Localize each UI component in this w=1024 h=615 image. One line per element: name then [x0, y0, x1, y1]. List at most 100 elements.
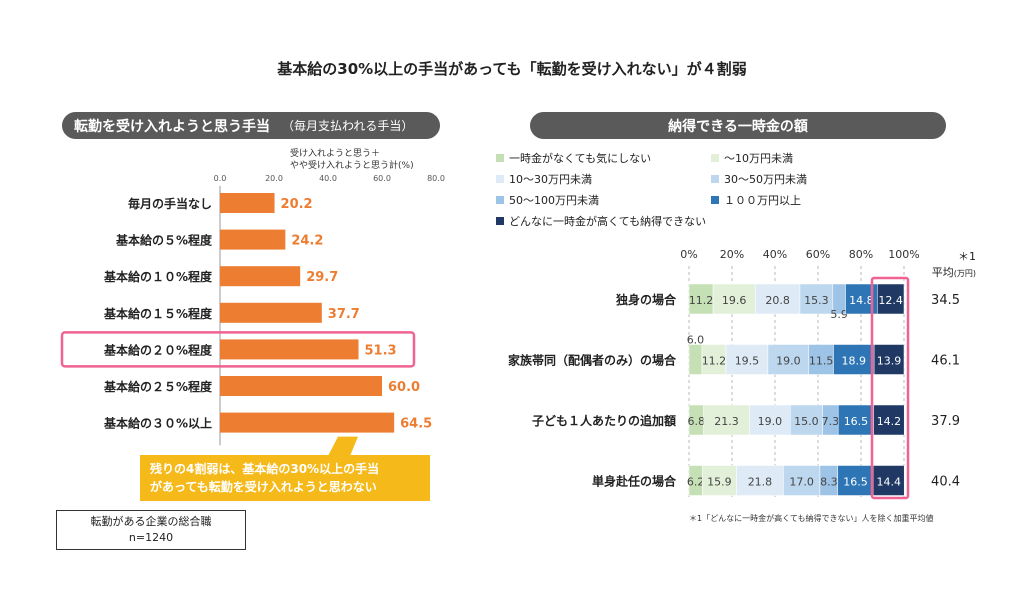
stacked-segment	[837, 404, 874, 436]
x-tick-label: 40%	[763, 248, 787, 261]
category-label: 基本給の２０%程度	[103, 342, 213, 357]
legend-item: 50～100万円未満	[496, 192, 599, 208]
bar-value-label: 29.7	[306, 270, 338, 285]
right-chart-header: 納得できる一時金の額	[530, 112, 946, 139]
average-unit: (万円)	[953, 269, 976, 278]
stacked-segment	[873, 344, 905, 375]
bar	[220, 229, 286, 250]
bar	[220, 302, 322, 323]
bar-value-label: 60.0	[388, 380, 420, 395]
segment-value-label: 11.2	[702, 355, 727, 368]
segment-value-label: 15.0	[794, 415, 819, 428]
stacked-segment	[833, 344, 875, 375]
bar	[220, 412, 395, 433]
segment-value-label: 12.4	[878, 294, 903, 307]
category-label: 基本給の２５%程度	[103, 379, 213, 394]
x-axis-label-line-1: 受け入れようと思う＋	[290, 147, 380, 159]
x-tick-label: 0%	[680, 248, 697, 261]
segment-value-label: 18.9	[842, 355, 867, 368]
segment-value-label: 21.3	[714, 415, 739, 428]
x-tick-label: 20%	[720, 248, 744, 261]
average-value: 46.1	[931, 354, 960, 369]
category-label: 子ども１人あたりの追加額	[532, 413, 676, 428]
callout-note: 残りの4割弱は、基本給の30%以上の手当 があっても転勤を受け入れようと思わない	[140, 455, 430, 501]
legend-label: 30～50万円未満	[724, 173, 807, 186]
bar-value-label: 24.2	[291, 234, 323, 249]
x-tick-label: 80%	[849, 248, 873, 261]
callout-pointer	[328, 436, 358, 456]
legend-label: ～10万円未満	[724, 152, 793, 165]
segment-value-label: 15.3	[804, 294, 829, 307]
x-axis-label-line-2: やや受け入れようと思う計(%)	[290, 159, 414, 171]
stacked-segment	[754, 283, 801, 315]
callout-line-2: があっても転勤を受け入れようと思わない	[150, 480, 377, 494]
stacked-segment	[873, 465, 905, 496]
segment-value-label: 15.9	[707, 476, 732, 489]
segment-value-label: 6.0	[687, 334, 705, 347]
category-label: 基本給の１５%程度	[103, 306, 213, 321]
sample-desc: 転勤がある企業の総合職	[90, 515, 212, 528]
average-value: 40.4	[931, 475, 960, 490]
segment-value-label: 19.0	[776, 355, 801, 368]
bar	[220, 266, 301, 287]
left-chart-title: 転勤を受け入れようと思う手当	[74, 118, 270, 135]
x-tick-label: 60.0	[373, 174, 391, 183]
legend-swatch	[496, 154, 504, 162]
x-tick-label: 60%	[806, 248, 830, 261]
x-tick-label: 80.0	[427, 174, 445, 183]
legend-swatch	[711, 154, 719, 162]
stacked-segment	[701, 344, 727, 375]
segment-value-label: 16.5	[844, 415, 869, 428]
bar	[220, 193, 275, 213]
legend-item: ～10万円未満	[711, 150, 793, 166]
bar-value-label: 51.3	[365, 343, 397, 358]
bar-value-label: 37.7	[328, 307, 360, 322]
footnote: ＊1「どんなに一時金が高くても納得できない」人を除く加重平均値	[689, 514, 934, 523]
x-tick-label: 100%	[888, 248, 919, 261]
sample-n: n=1240	[128, 531, 174, 544]
segment-value-label: 11.5	[809, 355, 834, 368]
stacked-segment	[790, 404, 823, 436]
segment-value-label: 14.2	[877, 415, 902, 428]
category-label: 独身の場合	[615, 292, 677, 307]
bar-value-label: 20.2	[281, 197, 313, 212]
page-title: 基本給の30%以上の手当があっても「転勤を受け入れない」が４割弱	[277, 60, 747, 78]
stacked-segment	[688, 283, 714, 315]
segment-value-label: 17.0	[789, 476, 814, 489]
segment-value-label: 6.8	[688, 415, 706, 428]
average-label: 平均	[931, 266, 954, 279]
stacked-segment	[736, 465, 784, 496]
segment-value-label: 19.6	[722, 294, 747, 307]
right-chart-title: 納得できる一時金の額	[668, 118, 808, 135]
x-tick-label: 0.0	[214, 174, 227, 183]
segment-value-label: 13.9	[877, 355, 902, 368]
legend-label: 50～100万円未満	[509, 194, 599, 207]
stacked-segment	[873, 404, 905, 436]
stacked-segment	[749, 404, 791, 436]
segment-value-label: 11.2	[689, 294, 714, 307]
category-label: 基本給の１０%程度	[103, 269, 213, 284]
average-header: ＊1 平均(万円)	[918, 248, 976, 280]
legend-item: 10～30万円未満	[496, 171, 592, 187]
segment-value-label: 14.4	[876, 476, 901, 489]
legend-label: どんなに一時金が高くても納得できない	[509, 215, 707, 228]
segment-value-label: 8.3	[820, 476, 838, 489]
average-value: 34.5	[931, 293, 960, 308]
stacked-segment	[783, 465, 821, 496]
legend-swatch	[496, 196, 504, 204]
segment-value-label: 14.8	[849, 294, 874, 307]
highlight-frame	[870, 276, 910, 500]
category-label: 基本給の５%程度	[115, 233, 213, 248]
bar	[220, 339, 359, 360]
legend-item: 30～50万円未満	[711, 171, 807, 187]
category-label: 単身赴任の場合	[592, 474, 677, 489]
segment-value-label: 6.2	[687, 476, 705, 489]
left-chart-header: 転勤を受け入れようと思う手当 （毎月支払われる手当）	[62, 112, 440, 139]
stacked-segment	[808, 344, 834, 375]
bar	[220, 376, 382, 396]
bar-value-label: 64.5	[400, 417, 432, 432]
legend-item: 一時金がなくても気にしない	[496, 150, 651, 166]
legend-swatch	[496, 217, 504, 225]
